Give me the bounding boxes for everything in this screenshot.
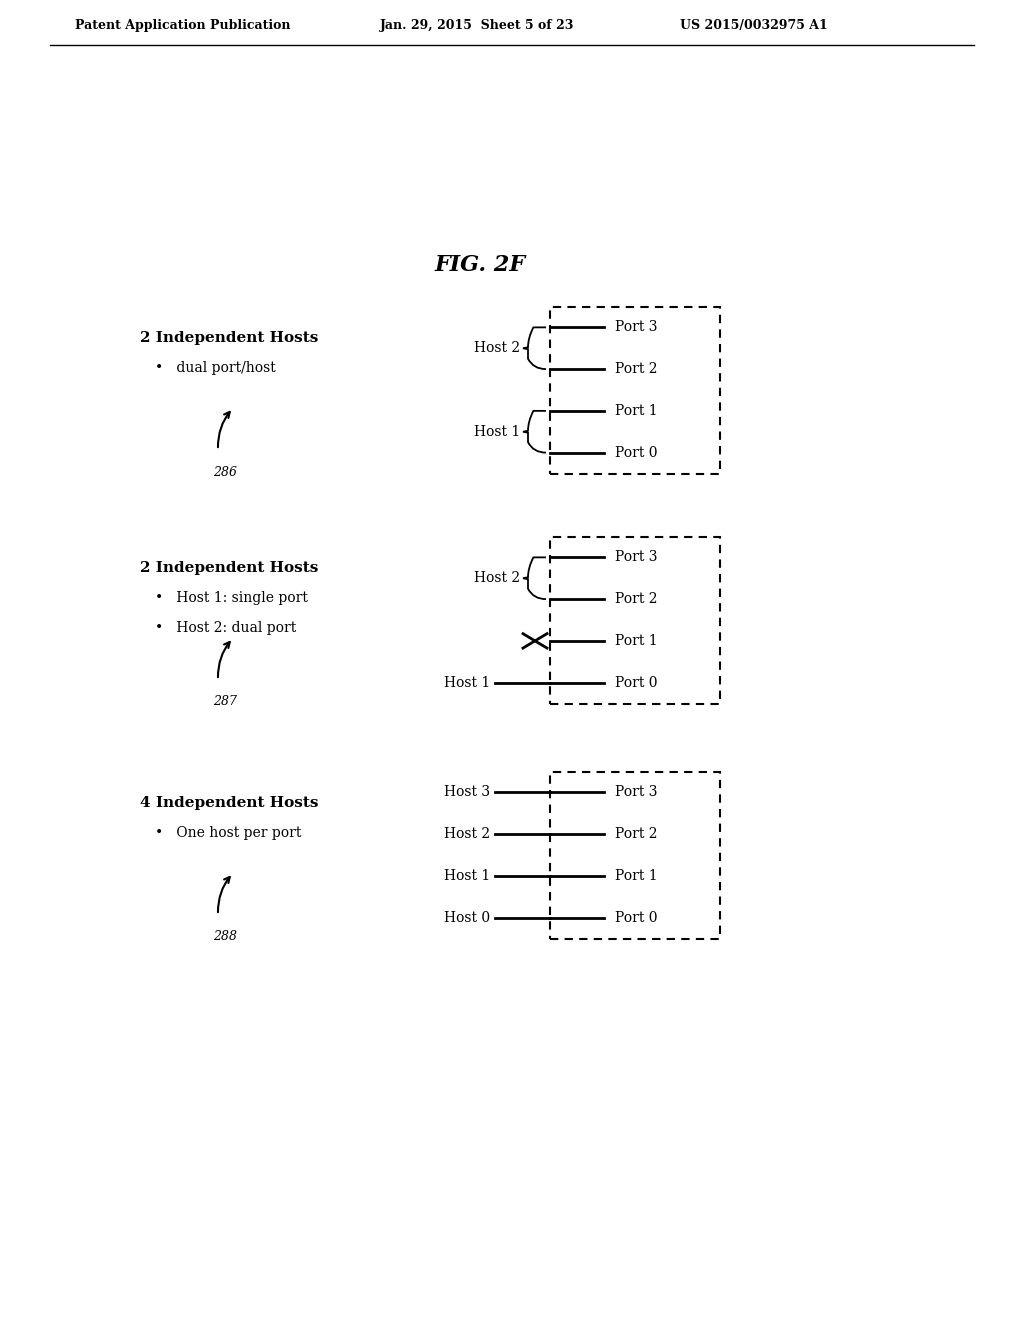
Text: 4 Independent Hosts: 4 Independent Hosts [140,796,318,810]
Text: Port 1: Port 1 [614,634,657,648]
Text: •   dual port/host: • dual port/host [155,360,275,375]
Text: Port 2: Port 2 [614,593,657,606]
Text: Patent Application Publication: Patent Application Publication [75,18,291,32]
Text: Port 2: Port 2 [614,362,657,376]
Text: Host 2: Host 2 [474,342,520,355]
Text: Port 1: Port 1 [614,404,657,418]
Text: Host 1: Host 1 [443,676,490,689]
Text: 2 Independent Hosts: 2 Independent Hosts [140,561,318,576]
Text: 288: 288 [213,931,237,944]
Text: •   One host per port: • One host per port [155,826,301,840]
Text: Host 0: Host 0 [443,911,490,924]
Text: 286: 286 [213,466,237,479]
Text: FIG. 2F: FIG. 2F [434,253,525,276]
Text: Port 0: Port 0 [614,676,657,689]
Text: Port 3: Port 3 [614,550,657,565]
Text: Host 1: Host 1 [443,869,490,883]
Text: Host 3: Host 3 [443,785,490,800]
Text: 2 Independent Hosts: 2 Independent Hosts [140,331,318,345]
Text: Jan. 29, 2015  Sheet 5 of 23: Jan. 29, 2015 Sheet 5 of 23 [380,18,574,32]
Text: Host 2: Host 2 [443,828,490,841]
Text: US 2015/0032975 A1: US 2015/0032975 A1 [680,18,827,32]
Text: Port 0: Port 0 [614,446,657,459]
Text: Port 3: Port 3 [614,785,657,800]
Text: Port 2: Port 2 [614,828,657,841]
Text: Port 0: Port 0 [614,911,657,924]
Bar [550,536,720,704]
Text: •   Host 2: dual port: • Host 2: dual port [155,620,296,635]
Text: Host 1: Host 1 [474,425,520,438]
Text: Host 2: Host 2 [474,572,520,585]
Bar [550,306,720,474]
Bar [550,771,720,939]
Text: Port 1: Port 1 [614,869,657,883]
Text: •   Host 1: single port: • Host 1: single port [155,591,308,605]
Text: 287: 287 [213,696,237,709]
Text: Port 3: Port 3 [614,321,657,334]
